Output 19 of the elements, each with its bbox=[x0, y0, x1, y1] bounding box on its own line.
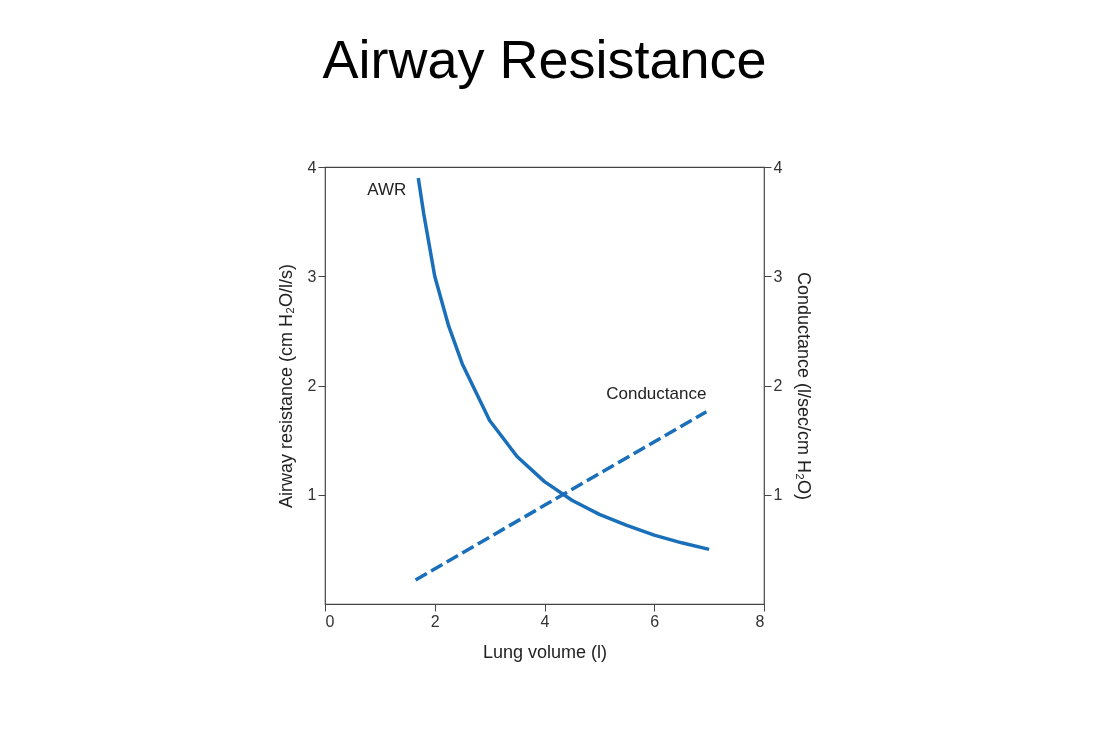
y-tick-label: 3 bbox=[307, 267, 317, 285]
y-tick-label: 4 bbox=[307, 158, 317, 176]
series-label: AWR bbox=[367, 179, 407, 199]
series-label: Conductance bbox=[606, 383, 707, 403]
x-tick-label: 0 bbox=[325, 612, 335, 630]
y2-tick-label: 2 bbox=[773, 377, 783, 394]
y2-tick-label: 1 bbox=[773, 486, 783, 504]
y-tick-label: 2 bbox=[307, 377, 317, 394]
x-tick-label: 4 bbox=[540, 612, 550, 630]
y-tick-label: 1 bbox=[307, 486, 317, 504]
y2-axis-title: Conductance (l/sec/cm H₂O) bbox=[794, 271, 815, 501]
x-tick-label: 6 bbox=[650, 612, 660, 630]
chart-title: Airway Resistance bbox=[322, 29, 767, 89]
x-tick-label: 2 bbox=[430, 612, 440, 630]
y2-tick-label: 4 bbox=[773, 158, 783, 176]
y-axis-title: Airway resistance (cm H₂O/l/s) bbox=[275, 263, 296, 509]
x-tick-label: 8 bbox=[755, 612, 765, 630]
x-axis-title: Lung volume (l) bbox=[482, 641, 608, 662]
y2-tick-label: 3 bbox=[773, 267, 783, 285]
